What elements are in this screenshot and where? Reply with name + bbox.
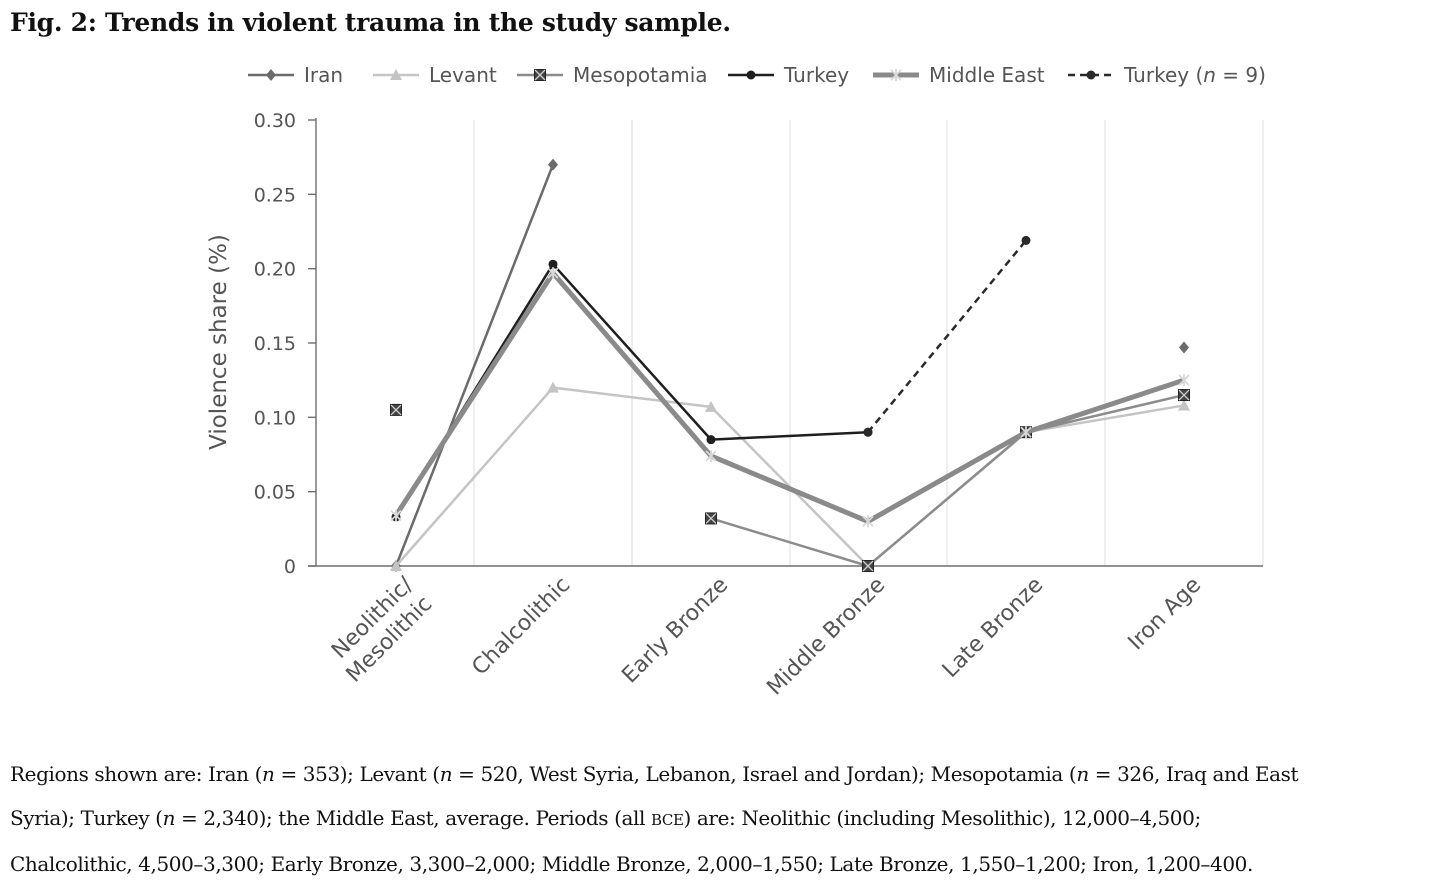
- series-middle-east-point-chalcolithic: [547, 267, 559, 280]
- legend-swatch-marker: [534, 69, 546, 81]
- chart-series: [390, 158, 1190, 572]
- legend-item-turkey-9-dashed: Turkey (n = 9): [1068, 63, 1266, 87]
- legend-item-levant: Levant: [373, 63, 497, 87]
- legend-item-turkey: Turkey: [728, 63, 849, 87]
- legend-swatch-marker: [266, 69, 276, 81]
- series-mesopotamia-point-iron-age: [1178, 389, 1190, 402]
- x-category-label-middle-bronze: Middle Bronze: [762, 573, 890, 701]
- series-middle-east-point-early-bronze: [705, 449, 717, 462]
- legend-label: Mesopotamia: [573, 63, 708, 87]
- vertical-gridlines: [473, 120, 1264, 566]
- x-category-label-late-bronze: Late Bronze: [938, 573, 1048, 683]
- caption-line-1: Regions shown are: Iran (n = 353); Levan…: [10, 762, 1299, 786]
- series-levant-point-iron-age: [1178, 399, 1190, 411]
- series-iran-point-chalcolithic: [548, 158, 558, 171]
- series-middle-east-point-iron-age: [1178, 374, 1190, 387]
- legend-item-mesopotamia: Mesopotamia: [517, 63, 708, 87]
- legend-item-iran: Iran: [248, 63, 343, 87]
- legend-swatch-marker: [1086, 70, 1096, 80]
- series-turkey-9-dashed-line: [867, 239, 1027, 433]
- legend-label: Iran: [304, 63, 343, 87]
- y-tick-label: 0.25: [254, 184, 296, 206]
- figure-title: Fig. 2: Trends in violent trauma in the …: [10, 8, 731, 37]
- y-axis-label: Violence share (%): [206, 234, 232, 450]
- y-tick-label: 0.30: [254, 110, 296, 132]
- legend-label: Turkey (n = 9): [1123, 63, 1266, 87]
- series-iran-line: [394, 164, 555, 567]
- y-tick-label: 0.10: [254, 407, 296, 429]
- caption-line-3: Chalcolithic, 4,500–3,300; Early Bronze,…: [10, 852, 1253, 876]
- y-tick-label: 0.20: [254, 259, 296, 281]
- series-turkey-9-dashed-point-middle-bronze: [863, 427, 873, 437]
- series-mesopotamia-point-early-bronze: [705, 512, 717, 525]
- series-middle-east: [390, 267, 1190, 528]
- legend-label: Turkey: [783, 63, 849, 87]
- caption-line-2: Syria); Turkey (n = 2,340); the Middle E…: [10, 806, 1201, 830]
- series-middle-east-point-neolithic-mesolithic: [390, 509, 402, 522]
- series-levant-point-chalcolithic: [547, 381, 559, 393]
- legend-label: Levant: [429, 63, 497, 87]
- series-turkey-point-early-bronze: [706, 435, 716, 445]
- series-mesopotamia-point-middle-bronze: [862, 560, 874, 572]
- series-turkey-9-dashed: [863, 235, 1031, 437]
- legend-swatch-marker: [390, 69, 402, 80]
- series-mesopotamia-point-neolithic-mesolithic: [390, 403, 402, 416]
- series-mesopotamia-line: [710, 393, 1185, 568]
- legend-label: Middle East: [929, 63, 1045, 87]
- legend-swatch-marker: [746, 70, 756, 80]
- series-levant-point-early-bronze: [705, 400, 717, 412]
- series-middle-east-point-late-bronze: [1020, 426, 1032, 439]
- series-middle-east-point-middle-bronze: [862, 515, 874, 528]
- x-category-label-neolithic-mesolithic: Neolithic/Mesolithic: [322, 572, 437, 687]
- series-middle-east-line: [393, 270, 1185, 524]
- chart-legend: Iran Levant Mesopotamia Turkey Middle East Tu…: [248, 63, 1266, 87]
- x-category-label-early-bronze: Early Bronze: [617, 573, 733, 689]
- series-levant-point-neolithic-mesolithic: [390, 560, 402, 571]
- violent-trauma-line-chart: Iran Levant Mesopotamia Turkey Middle East Tu…: [206, 63, 1266, 701]
- legend-item-middle-east: Middle East: [873, 63, 1045, 87]
- y-tick-label: 0: [284, 556, 296, 578]
- y-tick-label: 0.15: [254, 333, 296, 355]
- series-iran-point-iron-age: [1179, 341, 1189, 354]
- y-tick-label: 0.05: [254, 482, 296, 504]
- series-turkey-9-dashed-point-late-bronze: [1021, 235, 1031, 245]
- legend-swatch-marker: [890, 69, 902, 81]
- x-category-label-iron-age: Iron Age: [1124, 573, 1207, 656]
- figure-caption: Regions shown are: Iran (n = 353); Levan…: [10, 752, 1450, 886]
- x-category-label-chalcolithic: Chalcolithic: [467, 573, 575, 681]
- series-turkey-point-chalcolithic: [548, 259, 558, 269]
